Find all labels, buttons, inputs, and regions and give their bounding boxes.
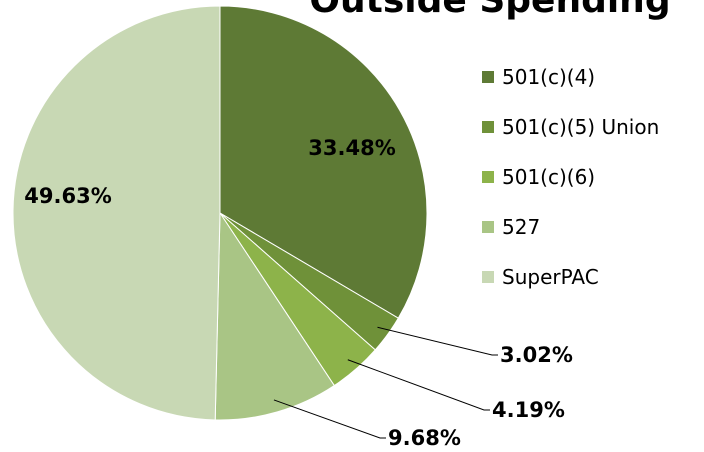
legend-label: 501(c)(5) Union — [502, 115, 659, 139]
legend-swatch — [482, 221, 494, 233]
legend-label: SuperPAC — [502, 265, 599, 289]
legend-label: 527 — [502, 215, 540, 239]
leader-line — [273, 399, 386, 439]
chart-title: Outside Spending — [309, 0, 670, 21]
legend-swatch — [482, 71, 494, 83]
data-label: 4.19% — [492, 398, 565, 422]
data-label: 9.68% — [388, 426, 461, 450]
leader-line — [377, 326, 498, 356]
pie-slice — [219, 5, 428, 319]
data-label: 49.63% — [24, 184, 111, 208]
legend-swatch — [482, 271, 494, 283]
pie-slice — [12, 5, 221, 421]
pie-slice — [214, 211, 335, 421]
data-label: 3.02% — [500, 343, 573, 367]
legend-swatch — [482, 121, 494, 133]
legend-swatch — [482, 171, 494, 183]
leader-line — [347, 359, 490, 411]
data-label: 33.48% — [308, 136, 395, 160]
legend-label: 501(c)(6) — [502, 165, 595, 189]
legend-label: 501(c)(4) — [502, 65, 595, 89]
